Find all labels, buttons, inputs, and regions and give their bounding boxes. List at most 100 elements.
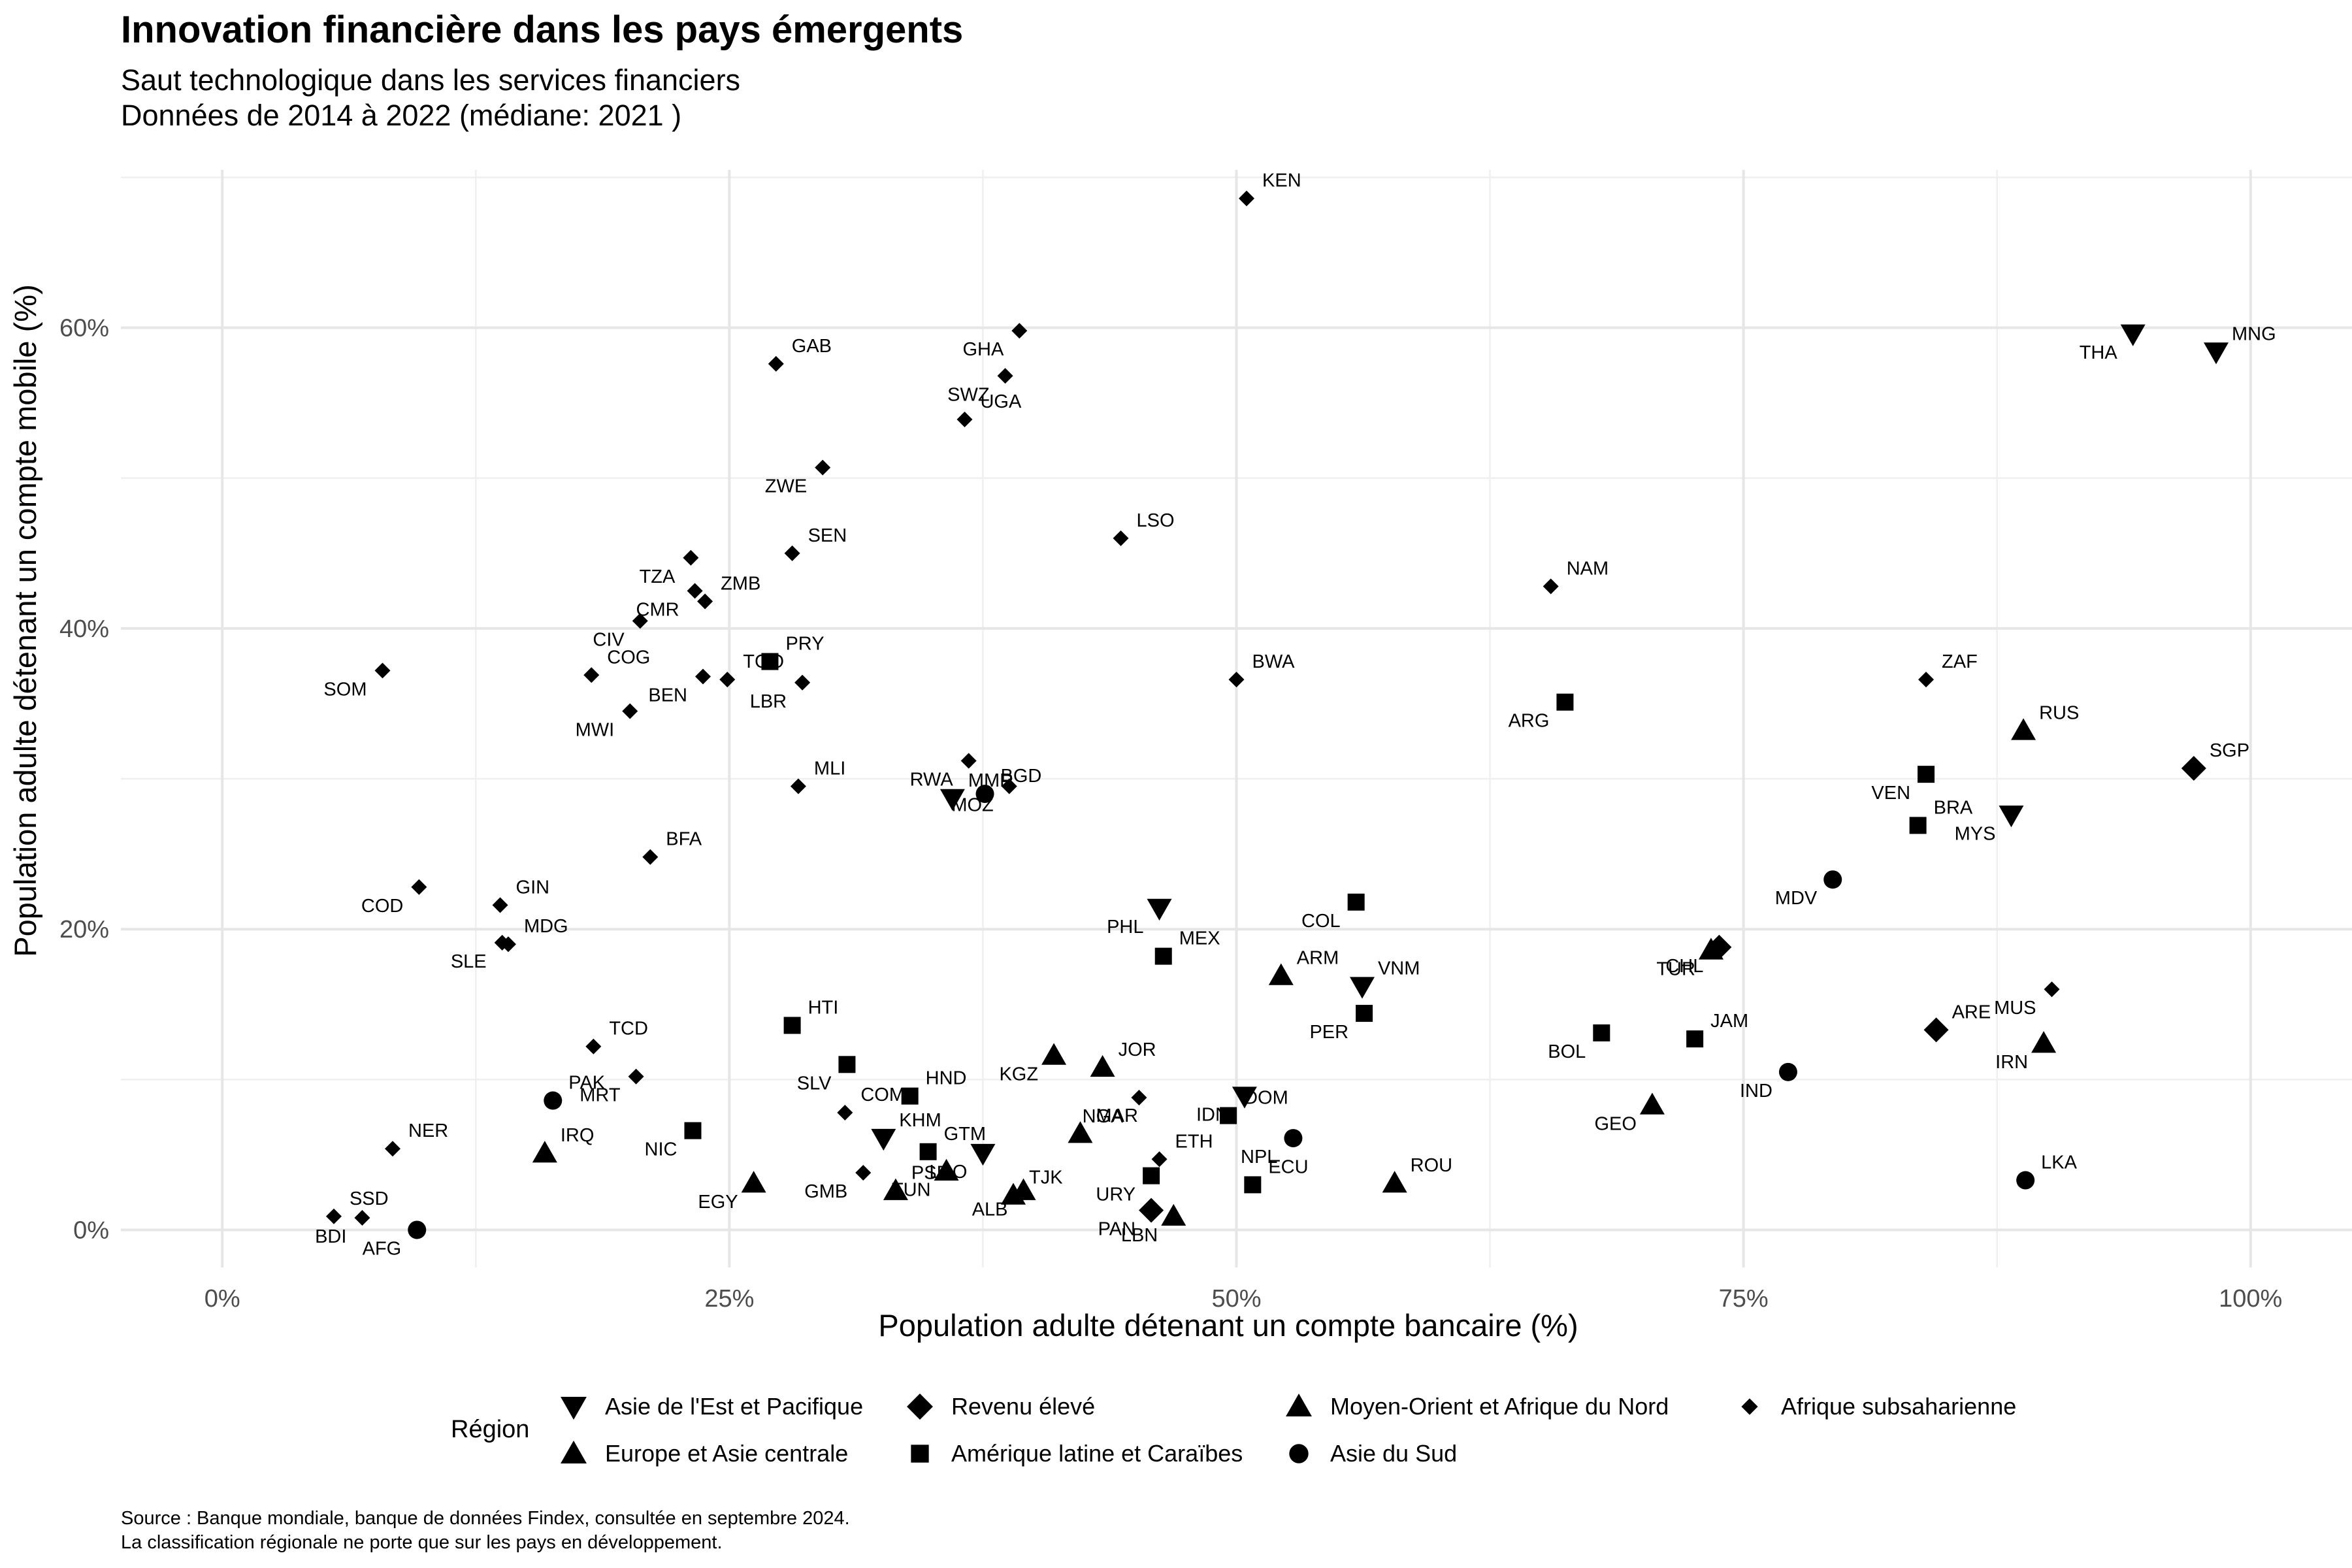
point-label-gab: GAB [792,336,832,357]
point-mng [2203,342,2229,365]
caption-line-1: Source : Banque mondiale, banque de donn… [121,1508,850,1529]
point-zwe [815,459,831,476]
point-label-lka: LKA [2041,1152,2077,1173]
legend-key-shape [907,1394,933,1420]
point-label-gha: GHA [962,339,1004,360]
point-label-gtm: GTM [944,1124,986,1145]
legend-key-circle [1289,1444,1309,1463]
point-label-sgp: SGP [2210,740,2249,761]
point-label-tgo: TGO [743,651,784,672]
point-mdv [1823,870,1842,889]
point-label-bgd: BGD [1001,766,1042,787]
point-label-irq: IRQ [561,1125,595,1146]
point-label-jam: JAM [1710,1011,1748,1032]
point-label-irn: IRN [1995,1052,2028,1073]
point-label-geo: GEO [1594,1113,1636,1134]
point-label-tza: TZA [640,566,676,587]
point-label-hnd: HND [926,1068,967,1089]
point-eth [1151,1151,1168,1168]
legend-item: Afrique subsaharienne [1731,1388,2016,1425]
legend: Région Asie de l'Est et Pacifique Revenu … [451,1388,2097,1480]
point-pse [883,1178,908,1200]
point-label-tun: TUN [892,1180,931,1201]
point-ssd [325,1208,342,1224]
point-label-mys: MYS [1955,823,1996,844]
legend-item: Moyen-Orient et Afrique du Nord [1281,1388,1669,1425]
point-label-ben: BEN [648,685,687,706]
point-mys [1999,806,2024,828]
point-ury [1143,1167,1160,1184]
point-label-col: COL [1301,911,1341,932]
point-idn [1232,1086,1257,1109]
legend-item: Asie de l'Est et Pacifique [555,1388,863,1425]
point-label-nga: NGA [1083,1106,1124,1127]
point-label-nic: NIC [645,1139,678,1160]
x-axis-ticks: 0% 25% 50% 75% 100% [204,1285,2283,1313]
point-label-gmb: GMB [804,1181,847,1202]
point-label-bol: BOL [1548,1041,1586,1062]
point-bol [1593,1024,1610,1041]
point-label-pak: PAK [568,1073,606,1094]
legend-key-shape [561,1397,587,1420]
point-gin [492,897,508,913]
point-phl [1147,898,1172,921]
point-label-lao: LAO [929,1162,967,1183]
x-axis-label: Population adulte détenant un compte ban… [878,1308,1578,1343]
point-label-tha: THA [2080,342,2118,363]
point-label-swz: SWZ [947,384,989,405]
point-label-com: COM [860,1085,905,1105]
point-col [1347,893,1365,911]
point-label-npl: NPL [1241,1147,1277,1168]
point-label-mar: MAR [1096,1105,1137,1126]
y-tick-label: 40% [59,615,109,643]
point-nic [684,1122,702,1139]
point-afg [408,1220,427,1239]
legend-key-triangle [561,1441,587,1463]
point-gab [768,355,784,372]
point-khm [871,1128,896,1151]
point-label-som: SOM [323,679,367,700]
point-pry [761,653,779,670]
point-label-khm: KHM [899,1110,941,1131]
point-lka [2016,1171,2035,1190]
point-label-ecu: ECU [1268,1156,1308,1177]
major-gridlines [121,170,2352,1267]
point-label-mdv: MDV [1775,888,1818,909]
legend-key-diamond [907,1394,933,1420]
point-ken [1239,190,1255,206]
point-rou [1382,1171,1407,1193]
point-gha [1011,323,1028,339]
point-label-bwa: BWA [1252,651,1296,672]
point-tun [934,1158,959,1181]
point-civ [632,613,648,629]
point-hnd [901,1087,919,1105]
point-bdi [354,1210,370,1226]
point-label-zwe: ZWE [765,476,807,497]
point-label-arg: ARG [1509,711,1550,732]
point-label-moz: MOZ [951,795,993,816]
point-label-kgz: KGZ [999,1064,1038,1085]
point-zmb [697,593,713,610]
point-mus [2044,981,2060,998]
point-arg [1556,693,1574,711]
chart-title: Innovation financière dans les pays émer… [121,8,964,51]
point-moz [1001,778,1017,794]
point-label-cod: COD [361,896,403,917]
point-mli [790,778,806,794]
point-label-pse: PSE [911,1163,949,1184]
point-uga [956,412,973,428]
point-tza [683,549,699,566]
point-label-mmr: MMR [968,770,1013,791]
x-tick-label: 100% [2219,1285,2282,1313]
legend-item: Amérique latine et Caraïbes [902,1435,1243,1472]
point-label-rus: RUS [2039,702,2079,723]
subtitle-line-2: Données de 2014 à 2022 (médiane: 2021 ) [121,99,682,132]
point-sen [784,545,800,561]
point-cmr [687,583,703,599]
point-nam [1543,578,1559,595]
point-swz [997,368,1013,384]
point-bgd [975,785,994,804]
y-tick-label: 0% [73,1217,109,1244]
point-label-mng: MNG [2232,323,2276,344]
point-label-egy: EGY [698,1192,738,1213]
